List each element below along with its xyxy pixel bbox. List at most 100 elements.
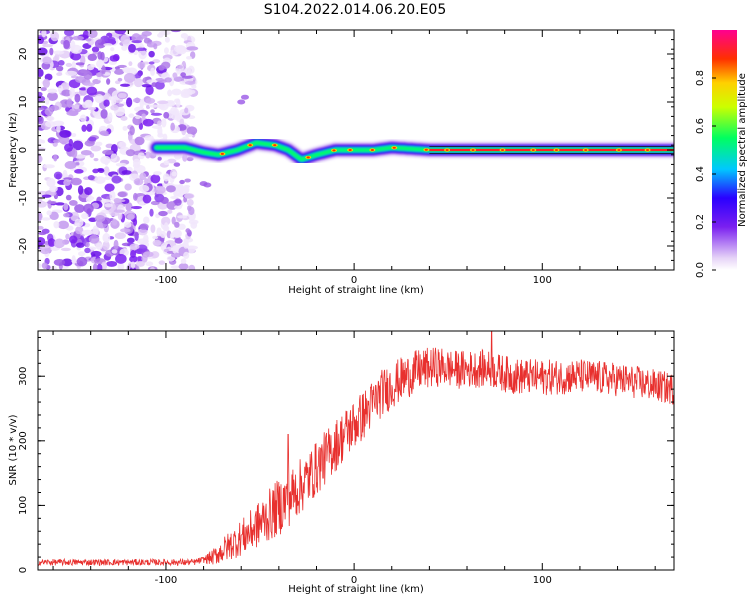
noise-blob [137,228,148,236]
noise-blob [38,111,42,117]
noise-blob [106,260,118,267]
noise-blob [115,253,127,264]
noise-blob [65,70,78,77]
noise-blob [75,242,85,248]
noise-blob [134,136,145,146]
noise-blob [113,209,126,213]
noise-blob [42,56,52,65]
noise-blob [128,61,133,67]
noise-blob [129,125,135,136]
noise-blob [151,125,163,129]
noise-blob [81,229,94,236]
noise-blob [78,87,88,91]
noise-blob [99,130,109,136]
noise-blob [74,169,84,174]
noise-blob [170,106,178,116]
noise-blob [186,156,194,162]
noise-blob [46,210,52,216]
ridge-hotspot-core [370,149,374,151]
noise-blob [46,177,56,188]
noise-blob [113,197,121,204]
noise-blob [83,203,94,214]
noise-blob [173,162,181,167]
noise-blob [170,113,182,120]
noise-blob [55,65,64,72]
noise-blob [118,141,127,148]
noise-blob [179,118,185,126]
noise-blob [171,216,176,225]
noise-blob [103,43,113,47]
noise-blob [49,185,58,193]
noise-blob [110,104,119,111]
noise-blob [136,260,145,267]
snr-ytick-label: 0 [18,567,29,573]
noise-blob [46,115,55,121]
spectrogram-ylabel: Frequency (Hz) [8,112,19,188]
noise-blob [183,251,190,260]
noise-blob [142,251,154,258]
noise-blob [133,178,144,186]
noise-blob [63,212,70,218]
noise-blob [104,176,112,181]
noise-blob [131,205,142,210]
noise-blob [184,193,195,199]
noise-blob [121,45,128,51]
noise-blob [184,185,190,194]
noise-blob [71,148,78,159]
noise-blob [53,221,60,229]
colorbar-ticks: 0.0 0.2 0.4 0.6 0.8 [695,70,716,278]
noise-blob [186,126,198,136]
noise-blob [167,209,173,214]
noise-blob [114,30,127,35]
noise-blob [109,190,116,201]
noise-blob [183,89,196,95]
noise-blob [145,151,151,159]
noise-blob [74,204,85,213]
ridge-hotspot-core [332,149,336,152]
noise-blob [38,107,44,111]
colorbar-tick-label: 0.4 [695,166,706,182]
noise-blob [145,261,154,267]
noise-blob [63,39,70,49]
noise-blob [85,38,92,42]
noise-blob [38,263,42,269]
noise-blob [108,96,115,101]
noise-blob [148,104,159,108]
noise-blob [74,93,81,103]
noise-blob [92,225,99,236]
noise-blob [100,199,111,203]
noise-blob [174,98,180,104]
noise-blob [70,52,82,61]
noise-blob [85,99,93,108]
noise-blob [57,60,65,66]
noise-blob [38,211,43,222]
noise-blob [179,179,185,185]
noise-blob [50,31,60,42]
noise-blob [74,218,84,227]
noise-blob [129,243,140,250]
noise-blob [185,228,191,234]
noise-blob [153,43,158,50]
noise-blob [79,114,87,123]
noise-blob [72,140,84,151]
noise-blob [148,61,155,65]
noise-blob [190,221,198,229]
noise-blob [126,97,133,108]
noise-blob [53,259,66,266]
noise-blob [170,265,181,269]
noise-blob [176,65,183,69]
noise-blob [53,154,58,162]
noise-blob [40,87,47,92]
noise-blob [152,59,161,64]
noise-blob [43,164,55,169]
noise-blob [174,238,183,244]
noise-blob [53,50,65,55]
noise-blob [119,83,131,87]
spectrogram-ytick-label: 20 [18,48,29,61]
noise-blob [104,203,113,208]
noise-blob [81,124,87,132]
noise-blob [148,50,155,58]
noise-blob [188,264,196,270]
noise-blob [86,64,95,71]
